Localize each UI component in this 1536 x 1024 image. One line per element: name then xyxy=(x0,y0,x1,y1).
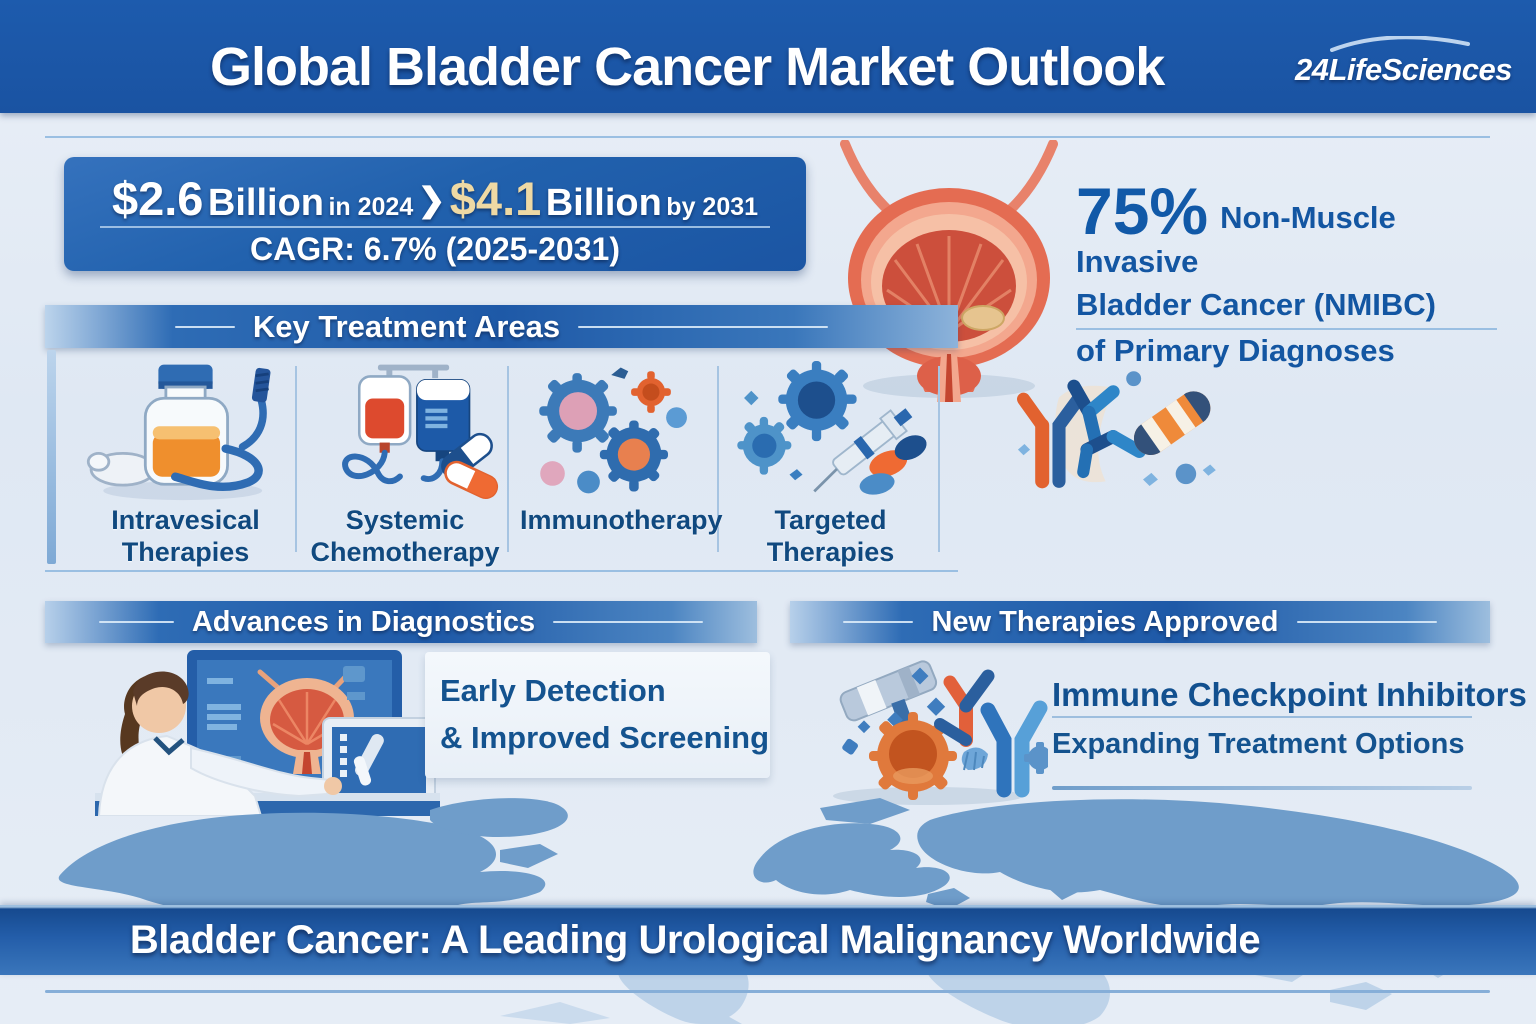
market-size-panel: $2.6 Billion in 2024 ❯ $4.1 Billion by 2… xyxy=(64,157,806,271)
doctor-with-monitors-illustration xyxy=(95,648,440,818)
nmibc-divider xyxy=(1076,328,1497,330)
when-2024: in 2024 xyxy=(328,193,414,221)
cells-syringe-pills-icon xyxy=(728,358,933,500)
treatment-left-accent xyxy=(47,350,56,564)
treatment-section-banner: Key Treatment Areas xyxy=(45,305,958,348)
diagnostics-heading: Advances in Diagnostics xyxy=(191,605,536,638)
footer-banner-text: Bladder Cancer: A Leading Urological Mal… xyxy=(129,918,1261,962)
logo-swoosh-icon xyxy=(1330,36,1470,52)
treatment-label-systemic: Systemic Chemotherapy xyxy=(310,505,500,567)
therapies-divider xyxy=(1052,716,1472,718)
nmibc-stat-block: 75% Non-Muscle Invasive Bladder Cancer (N… xyxy=(1076,178,1506,372)
footer-banner: Bladder Cancer: A Leading Urological Mal… xyxy=(0,905,1536,975)
banner-line xyxy=(98,621,174,623)
nmibc-line3: of Primary Diagnoses xyxy=(1076,332,1395,368)
iv-bags-capsules-icon xyxy=(305,358,500,500)
column-divider xyxy=(717,366,719,552)
footer-divider xyxy=(45,990,1490,993)
when-2031: by 2031 xyxy=(666,193,759,221)
column-divider xyxy=(507,366,509,552)
therapies-heading: New Therapies Approved xyxy=(931,605,1279,638)
therapies-section-banner: New Therapies Approved xyxy=(790,601,1490,643)
banner-line xyxy=(578,325,829,328)
nmibc-line2: Bladder Cancer (NMIBC) xyxy=(1076,287,1436,322)
treatment-label-targeted: Targeted Therapies xyxy=(766,505,895,567)
unit-2031: Billion xyxy=(545,182,662,224)
treatment-label-immunotherapy: Immunotherapy xyxy=(520,505,723,535)
banner-line xyxy=(843,621,914,623)
page-title: Global Bladder Cancer Market Outlook xyxy=(210,37,1165,97)
diagnostics-text-panel xyxy=(425,652,770,778)
medicine-bottle-catheter-icon xyxy=(78,360,293,501)
nmibc-percent: 75% xyxy=(1076,174,1209,248)
brand-logo: 24LifeSciences xyxy=(1295,52,1513,87)
unit-2024: Billion xyxy=(207,182,324,224)
cagr-line: CAGR: 6.7% (2025-2031) xyxy=(250,231,620,267)
nmibc-line1: Non-Muscle Invasive xyxy=(1076,200,1396,279)
header-bar: Global Bladder Cancer Market Outlook 24L… xyxy=(0,0,1536,113)
therapies-line1: Immune Checkpoint Inhibitors xyxy=(1052,676,1527,713)
column-divider xyxy=(938,366,940,552)
header-divider xyxy=(45,136,1490,138)
banner-line xyxy=(1296,621,1437,623)
stats-divider xyxy=(100,226,770,228)
market-growth-line: $2.6 Billion in 2024 ❯ $4.1 Billion by 2… xyxy=(64,171,806,226)
diagnostics-section-banner: Advances in Diagnostics xyxy=(45,601,757,643)
treatment-label-intravesical: Intravesical Therapies xyxy=(111,505,260,567)
banner-line xyxy=(553,621,704,623)
world-map-silhouette xyxy=(58,798,1519,1024)
immune-cells-icon xyxy=(520,358,710,500)
value-2031: $4.1 xyxy=(449,172,542,225)
antibodies-capsule-icon xyxy=(995,360,1235,500)
value-2024: $2.6 xyxy=(111,172,204,225)
therapies-underline xyxy=(1052,786,1472,790)
growth-arrow-icon: ❯ xyxy=(417,181,446,218)
banner-line xyxy=(174,325,235,328)
treatment-heading: Key Treatment Areas xyxy=(252,308,561,344)
column-divider xyxy=(295,366,297,552)
diagnostics-text: Early Detection & Improved Screening xyxy=(440,673,770,755)
therapies-line2: Expanding Treatment Options xyxy=(1052,728,1465,760)
treatment-bottom-divider xyxy=(45,570,958,572)
